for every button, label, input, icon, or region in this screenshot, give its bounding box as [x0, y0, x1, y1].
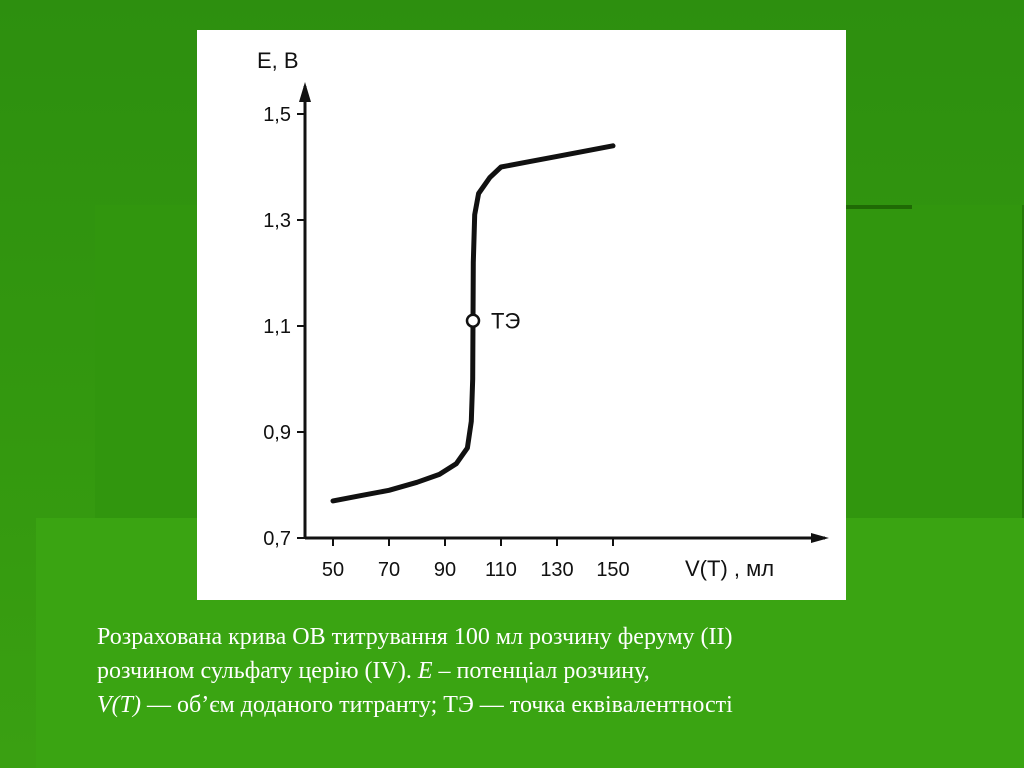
y-axis-arrow — [299, 82, 311, 102]
caption-line-3: V(T) — об’єм доданого титранту; ТЭ — точ… — [97, 688, 1017, 722]
titration-curve-chart: 0,70,91,11,31,5 50 70 90 110 130 150 ТЭ E, В … — [257, 48, 829, 581]
x-tick-label: 110 — [485, 559, 517, 581]
annotations: ТЭ — [465, 309, 520, 334]
y-tick-label: 1,3 — [263, 210, 291, 232]
x-ticks: 50 70 90 110 130 150 — [322, 538, 630, 581]
x-tick-label: 130 — [540, 559, 573, 581]
caption-symbol-v: V(T) — [97, 692, 141, 718]
x-tick-label: 90 — [434, 559, 456, 581]
equivalence-point-marker — [465, 313, 481, 328]
chart-axes — [299, 82, 829, 543]
figure-caption: Розрахована крива ОВ титрування 100 мл р… — [97, 620, 1017, 722]
y-tick-label: 1,5 — [263, 104, 291, 126]
caption-symbol-e: E — [417, 658, 433, 684]
caption-text: – потенціал розчину, — [432, 658, 650, 684]
x-tick-label: 70 — [378, 559, 400, 581]
caption-line-2: розчином сульфату церію (IV). E – потенц… — [97, 654, 1017, 688]
x-axis-arrow — [811, 533, 829, 543]
background-decoration — [842, 205, 912, 209]
caption-text: розчином сульфату церію (IV). — [97, 658, 418, 684]
caption-text: — об’єм доданого титранту; ТЭ — точка ек… — [141, 692, 733, 718]
y-axis-label: E, В — [257, 48, 299, 73]
x-axis-label: V(T) , мл — [685, 556, 774, 581]
y-tick-label: 0,7 — [263, 528, 291, 550]
y-tick-label: 1,1 — [263, 316, 291, 338]
y-ticks: 0,7 0,9 1,1 1,3 1,5 — [263, 104, 305, 550]
series-line — [330, 143, 616, 504]
x-tick-label: 50 — [322, 559, 344, 581]
y-tick-label: 0,9 — [263, 422, 291, 444]
chart-panel: 0,7 0,9 1,1 1,3 1,5 50 70 90 110 130 150 ТЭ E, В … — [197, 30, 846, 600]
caption-line-1: Розрахована крива ОВ титрування 100 мл р… — [97, 624, 733, 650]
data-series — [330, 143, 616, 504]
equivalence-point-label: ТЭ — [491, 309, 520, 334]
x-tick-label: 150 — [596, 559, 629, 581]
